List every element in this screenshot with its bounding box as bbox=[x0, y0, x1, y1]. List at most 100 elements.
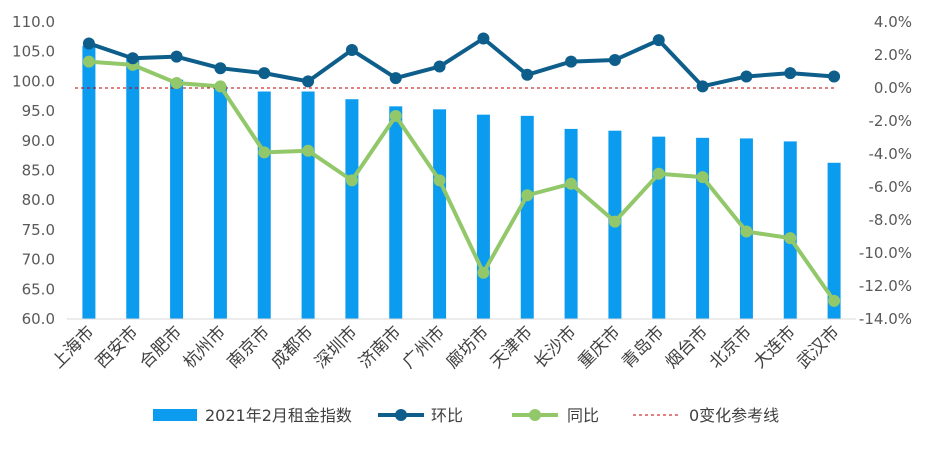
mom-point bbox=[784, 67, 797, 80]
left-tick-label: 70.0 bbox=[22, 251, 55, 269]
category-label: 深圳市 bbox=[311, 322, 361, 372]
mom-point bbox=[565, 55, 578, 68]
bar bbox=[301, 91, 315, 319]
left-axis-ticks: 60.0 65.0 70.0 75.0 80.0 85.0 90.0 95.0 100.0 105… bbox=[12, 13, 55, 328]
yoy-point bbox=[696, 171, 709, 184]
mom-point bbox=[214, 62, 227, 75]
bar bbox=[783, 141, 797, 319]
yoy-point bbox=[740, 225, 753, 238]
mom-point bbox=[302, 75, 315, 88]
yoy-point bbox=[389, 110, 402, 123]
mom-point bbox=[740, 70, 753, 83]
category-label: 长沙市 bbox=[530, 322, 580, 372]
right-tick-label: -2.0% bbox=[868, 112, 912, 130]
category-label: 天津市 bbox=[487, 322, 537, 372]
yoy-point bbox=[608, 215, 621, 228]
yoy-point bbox=[433, 174, 446, 187]
mom-point bbox=[828, 70, 841, 83]
bar bbox=[696, 137, 710, 319]
category-label: 济南市 bbox=[355, 322, 405, 372]
left-tick-label: 75.0 bbox=[22, 221, 55, 239]
bar bbox=[433, 109, 447, 320]
legend-label-bar: 2021年2月租金指数 bbox=[205, 406, 352, 425]
yoy-point bbox=[345, 174, 358, 187]
right-tick-label: -8.0% bbox=[868, 211, 912, 229]
category-label: 上海市 bbox=[48, 322, 98, 372]
yoy-point bbox=[302, 144, 315, 157]
mom-point bbox=[477, 32, 490, 45]
left-tick-label: 85.0 bbox=[22, 162, 55, 180]
bar bbox=[652, 136, 666, 319]
bar bbox=[126, 57, 140, 319]
mom-point bbox=[652, 34, 665, 47]
yoy-point bbox=[828, 294, 841, 307]
legend-label-mom: 环比 bbox=[431, 406, 463, 425]
left-tick-label: 100.0 bbox=[12, 72, 55, 90]
mom-line bbox=[88, 36, 835, 89]
yoy-point bbox=[784, 232, 797, 245]
right-axis-ticks: -14.0% -12.0% -10.0% -8.0% -6.0% -4.0% -2.0% 0.… bbox=[859, 13, 912, 328]
mom-point bbox=[345, 44, 358, 57]
mom-point bbox=[258, 67, 271, 80]
legend-swatch-bar bbox=[153, 409, 197, 421]
mom-point bbox=[608, 53, 621, 66]
yoy-line bbox=[88, 59, 836, 302]
bar bbox=[170, 79, 184, 319]
yoy-point bbox=[652, 167, 665, 180]
right-tick-label: 4.0% bbox=[874, 13, 912, 31]
category-label: 南京市 bbox=[224, 322, 274, 372]
yoy-point bbox=[565, 177, 578, 190]
yoy-point bbox=[82, 55, 95, 68]
right-tick-label: 2.0% bbox=[874, 46, 912, 64]
category-label: 廊坊市 bbox=[443, 322, 493, 372]
left-tick-label: 80.0 bbox=[22, 191, 55, 209]
bar bbox=[476, 114, 490, 319]
category-label: 烟台市 bbox=[662, 322, 712, 372]
category-labels: 上海市西安市合肥市杭州市南京市成都市深圳市济南市广州市廊坊市天津市长沙市重庆市青… bbox=[48, 322, 843, 372]
right-tick-label: -10.0% bbox=[859, 244, 912, 262]
bar bbox=[564, 128, 578, 319]
bar bbox=[827, 162, 841, 319]
left-tick-label: 65.0 bbox=[22, 280, 55, 298]
legend-swatch-mom-marker bbox=[395, 409, 407, 421]
right-tick-label: -4.0% bbox=[868, 145, 912, 163]
yoy-point bbox=[214, 80, 227, 93]
legend: 2021年2月租金指数 环比 同比 0变化参考线 bbox=[153, 406, 779, 425]
left-tick-label: 90.0 bbox=[22, 132, 55, 150]
category-label: 武汉市 bbox=[793, 322, 843, 372]
category-label: 杭州市 bbox=[180, 322, 230, 372]
right-tick-label: -6.0% bbox=[868, 178, 912, 196]
bar bbox=[82, 45, 96, 319]
category-label: 重庆市 bbox=[574, 322, 624, 372]
mom-point bbox=[389, 72, 402, 85]
legend-label-reference: 0变化参考线 bbox=[689, 406, 779, 425]
mom-point bbox=[82, 37, 95, 50]
left-tick-label: 105.0 bbox=[12, 43, 55, 61]
category-label: 合肥市 bbox=[136, 322, 186, 372]
bar bbox=[345, 99, 359, 319]
category-label: 西安市 bbox=[92, 322, 142, 372]
bar bbox=[213, 85, 227, 319]
right-tick-label: -12.0% bbox=[859, 277, 912, 295]
bar bbox=[257, 91, 271, 319]
legend-label-yoy: 同比 bbox=[567, 406, 599, 425]
line-series bbox=[82, 32, 841, 307]
yoy-point bbox=[521, 189, 534, 202]
mom-point bbox=[126, 52, 139, 65]
yoy-point bbox=[477, 266, 490, 279]
mom-point bbox=[521, 68, 534, 81]
yoy-point bbox=[258, 146, 271, 159]
category-label: 广州市 bbox=[399, 322, 449, 372]
left-tick-label: 95.0 bbox=[22, 102, 55, 120]
category-label: 北京市 bbox=[706, 322, 756, 372]
right-tick-label: 0.0% bbox=[874, 79, 912, 97]
bar bbox=[389, 106, 403, 320]
right-tick-label: -14.0% bbox=[859, 310, 912, 328]
category-label: 成都市 bbox=[267, 322, 317, 372]
mom-point bbox=[696, 80, 709, 93]
bar-series bbox=[82, 45, 841, 320]
left-tick-label: 60.0 bbox=[22, 310, 55, 328]
legend-swatch-yoy-marker bbox=[529, 409, 541, 421]
mom-point bbox=[170, 50, 183, 63]
